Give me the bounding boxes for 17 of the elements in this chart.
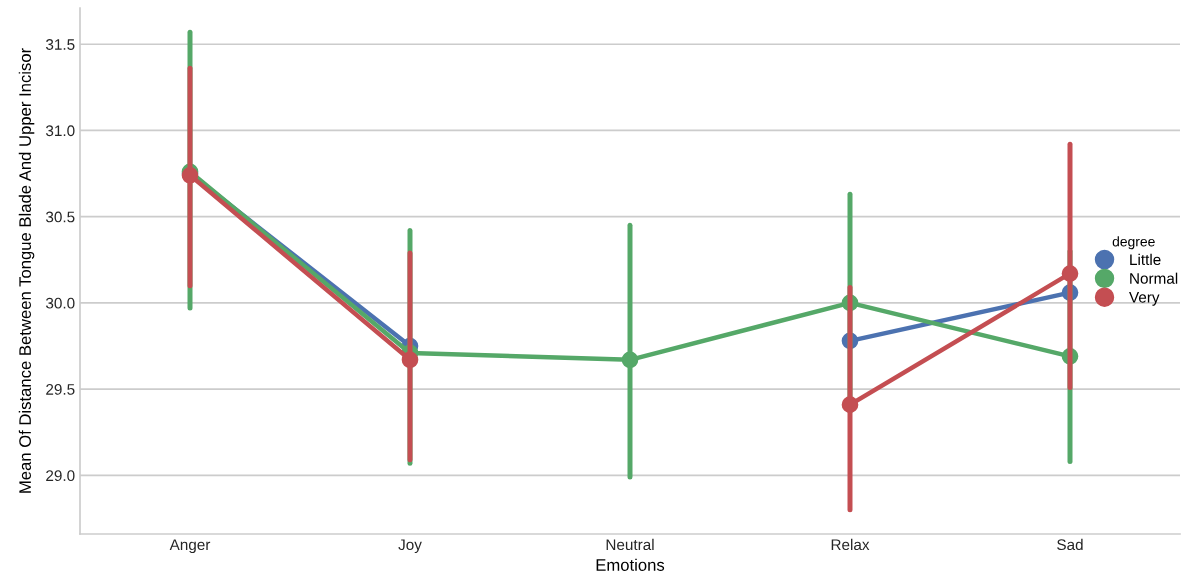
x-tick-label: Joy <box>398 539 422 554</box>
y-tick-label: 30.5 <box>45 211 75 223</box>
y-tick-label: 31.0 <box>45 125 75 137</box>
y-tick-label: 29.0 <box>46 470 75 482</box>
y-tick-label: 30.0 <box>45 297 75 309</box>
x-tick-label: Relax <box>831 538 870 551</box>
x-tick-label: Neutral <box>606 538 654 551</box>
y-tick-label: 29.5 <box>46 384 75 395</box>
legend-label: Normal <box>1130 272 1178 284</box>
legend-label: Little <box>1130 253 1161 266</box>
y-axis-title: Mean Of Distance Between Tongue Blade And Upper Incisor <box>18 48 35 493</box>
x-axis-title: Emotions <box>596 558 665 571</box>
x-tick-label: Anger <box>169 539 211 554</box>
x-tick-label: Sad <box>1057 538 1083 551</box>
y-tick-label: 31.5 <box>45 39 75 50</box>
legend-label: Very <box>1129 292 1160 306</box>
legend-title: degree <box>1112 236 1155 250</box>
